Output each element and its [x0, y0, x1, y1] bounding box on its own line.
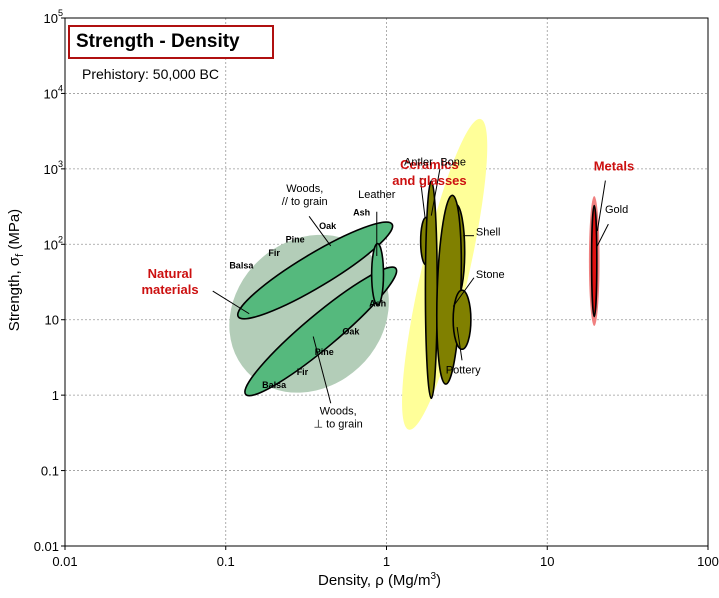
leader-metals: [596, 180, 606, 232]
y-tick-label-base: 10: [44, 162, 58, 177]
label-line: Natural: [148, 266, 193, 281]
y-tick-label-exponent: 2: [58, 234, 63, 244]
y-axis-label-unit: (MPa): [6, 208, 23, 254]
label-pottery: Pottery: [446, 364, 481, 376]
label-line: Leather: [358, 189, 396, 201]
y-tick-label: 103: [44, 159, 63, 177]
x-tick-label: 1: [383, 554, 390, 569]
label-line: Metals: [594, 159, 634, 174]
material-woods-to-grain: [244, 266, 398, 397]
label-line: Gold: [605, 204, 628, 216]
species-label-oak: Oak: [319, 221, 337, 231]
label-line: Woods,: [286, 183, 323, 195]
y-tick-label: 0.01: [34, 539, 59, 554]
x-axis-label: Density, ρ (Mg/m3): [0, 571, 719, 589]
species-label-balsa: Balsa: [229, 260, 254, 270]
y-axis-label-sub: f: [14, 253, 26, 257]
x-tick-label: 0.01: [52, 554, 77, 569]
x-tick-label: 10: [540, 554, 554, 569]
label-woods-to-grain: Woods, ⊥ to grain: [313, 406, 362, 431]
leader-gold: [595, 223, 609, 248]
x-axis-label-close: ): [436, 572, 441, 589]
leader-pottery: [456, 326, 463, 361]
chart-title: Strength - Density: [68, 25, 274, 59]
y-axis-label: Strength, σf (MPa): [6, 190, 26, 350]
species-label-pine: Pine: [315, 347, 334, 357]
material-leather: [370, 242, 385, 306]
y-tick-label-exponent: 3: [58, 159, 63, 169]
y-tick-label: 0.1: [41, 464, 59, 479]
y-tick-label: 1: [52, 388, 59, 403]
label-antler: Antler: [404, 157, 433, 169]
label-ceramics-and-glasses: Ceramics and glasses: [392, 157, 466, 188]
chart-subtitle: Prehistory: 50,000 BC: [82, 66, 219, 82]
y-tick-label: 104: [44, 83, 63, 101]
label-bone: Bone: [440, 157, 466, 169]
x-axis-label-sup: 3: [430, 571, 436, 582]
label-layer: Natural materials Ceramics and glasses Metal…: [141, 157, 634, 431]
label-line: ⊥ to grain: [313, 419, 362, 431]
leader-antler: [419, 177, 426, 219]
y-tick-label-base: 10: [45, 313, 59, 328]
label-gold: Gold: [605, 204, 628, 216]
species-label-ash: Ash: [353, 208, 370, 218]
label-metals: Metals: [594, 159, 634, 174]
label-line: Woods,: [320, 406, 357, 418]
label-line: Stone: [476, 269, 505, 281]
leader-woods-to-grain: [312, 336, 332, 404]
y-tick-label-base: 0.01: [34, 539, 59, 554]
y-tick-label-exponent: 4: [58, 83, 63, 93]
leader-bone: [430, 168, 441, 216]
material-gold: [590, 204, 598, 318]
y-tick-label: 105: [44, 8, 63, 26]
species-label-balsa: Balsa: [262, 380, 287, 390]
y-tick-label-base: 10: [44, 11, 58, 26]
species-label-oak: Oak: [342, 326, 360, 336]
label-line: // to grain: [282, 196, 328, 208]
y-tick-label-base: 1: [52, 388, 59, 403]
label-woods-to-grain: Woods,// to grain: [282, 183, 328, 208]
leader-natural-materials: [212, 290, 250, 315]
y-tick-label-exponent: 5: [58, 8, 63, 18]
species-label-pine: Pine: [286, 234, 305, 244]
label-natural-materials: Natural materials: [141, 266, 198, 297]
label-line: Shell: [476, 227, 500, 239]
species-label-fir: Fir: [268, 248, 280, 258]
y-tick-label: 102: [44, 234, 63, 252]
material-woods-to-grain: [236, 221, 394, 320]
y-tick-label-base: 0.1: [41, 464, 59, 479]
species-label-fir: Fir: [297, 367, 309, 377]
label-leather: Leather: [358, 189, 396, 201]
leader-layer: [212, 168, 609, 404]
y-tick-label-base: 10: [44, 237, 58, 252]
leader-stone: [452, 277, 475, 307]
label-line: Ceramics: [400, 157, 459, 172]
x-axis-label-text: Density, ρ (Mg/m: [318, 572, 431, 589]
y-axis-label-text: Strength, σ: [6, 256, 23, 332]
label-line: and glasses: [392, 173, 466, 188]
envelope-natural-materials: [229, 234, 389, 393]
label-line: Bone: [440, 157, 466, 169]
x-tick-label: 100: [697, 554, 719, 569]
label-line: materials: [141, 282, 198, 297]
label-shell: Shell: [476, 227, 500, 239]
material-layer: [236, 180, 598, 400]
y-tick-label-base: 10: [44, 86, 58, 101]
x-tick-label: 0.1: [217, 554, 235, 569]
y-tick-label: 10: [45, 313, 59, 328]
label-line: Antler: [404, 157, 433, 169]
species-label-ash: Ash: [369, 298, 386, 308]
label-stone: Stone: [476, 269, 505, 281]
label-line: Pottery: [446, 364, 481, 376]
material-pottery: [452, 289, 472, 351]
leader-woods-to-grain: [308, 216, 332, 247]
